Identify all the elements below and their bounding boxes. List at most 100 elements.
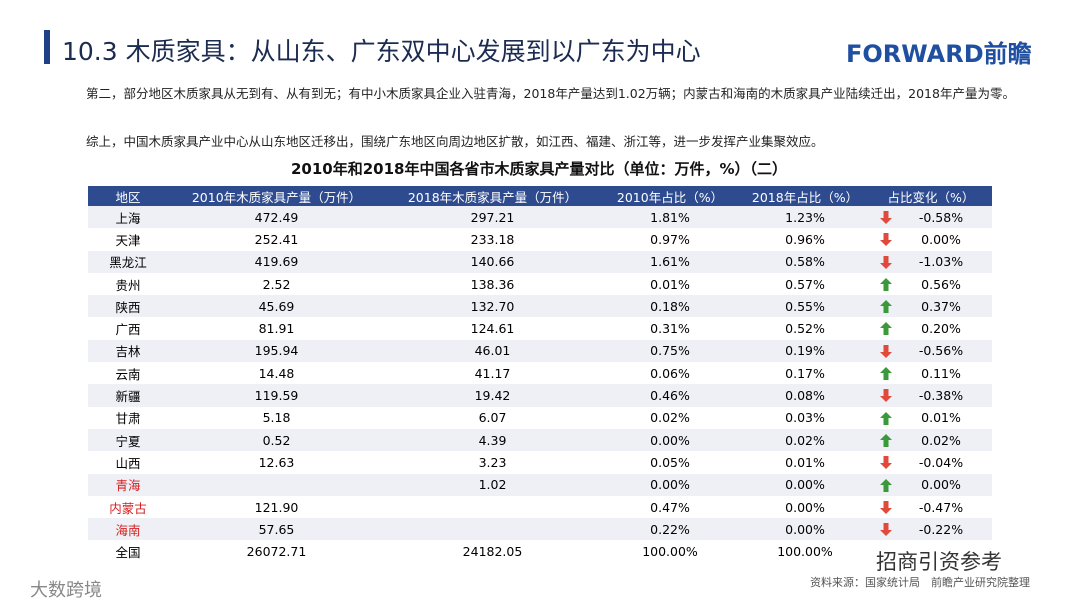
wechat-label: 招商引资参考 — [876, 546, 1002, 576]
cell-text: 0.20% — [921, 321, 961, 337]
cell-text: 新疆 — [115, 389, 141, 405]
table-cell: 119.59 — [168, 384, 385, 406]
table-cell: 0.00% — [740, 474, 870, 496]
cell-text: -0.47% — [918, 499, 964, 515]
arrow-down — [880, 456, 892, 470]
table-cell: 内蒙古 — [88, 496, 168, 518]
cell-text: -0.56% — [918, 343, 964, 359]
table-cell: 138.36 — [385, 273, 600, 295]
arrow-down — [880, 211, 892, 224]
table-cell: 0.01% — [600, 273, 740, 295]
cell-text: 0.01% — [785, 454, 825, 470]
table-cell: 0.08% — [740, 384, 870, 406]
cell-text: 0.22% — [650, 521, 690, 537]
cell-text: 0.46% — [650, 388, 690, 404]
table-cell: -1.03% — [870, 251, 992, 273]
cell-text: 天津 — [115, 232, 141, 248]
arrow-down — [880, 389, 892, 403]
table-cell: 0.57% — [740, 273, 870, 295]
table-cell: 81.91 — [168, 317, 385, 339]
table-cell: 24182.05 — [385, 540, 600, 562]
source: 资料来源：国家统计局 前瞻产业研究院整理 — [810, 576, 1030, 589]
table-cell: 0.56% — [870, 273, 992, 295]
table-cell: 0.02% — [870, 429, 992, 451]
table-cell: 黑龙江 — [88, 251, 168, 273]
page-title: 10.3 木质家具：从山东、广东双中心发展到以广东为中心 — [62, 37, 701, 66]
table-cell: 57.65 — [168, 518, 385, 540]
cell-text: 吉林 — [115, 344, 141, 360]
cell-text: 青海 — [115, 478, 141, 494]
table-cell: 0.11% — [870, 362, 992, 384]
table-cell: 14.48 — [168, 362, 385, 384]
cell-text: 0.05% — [650, 454, 690, 470]
table-cell: 1.61% — [600, 251, 740, 273]
cell-text: 0.00% — [785, 477, 825, 493]
cell-text: 0.00% — [921, 231, 961, 247]
table-cell: 0.01% — [740, 451, 870, 473]
arrow-up — [880, 411, 892, 425]
cell-text: 上海 — [115, 210, 141, 226]
table-row: 青海 1.02 0.00% 0.00% 0.00% — [88, 473, 992, 496]
table-cell: 121.90 — [168, 496, 385, 518]
arrow-down — [880, 523, 892, 537]
cell-text: 0.55% — [785, 298, 825, 314]
table-cell: 贵州 — [88, 273, 168, 295]
cell-text: 419.69 — [254, 254, 299, 270]
cell-text: 0.11% — [921, 365, 961, 381]
cell-text: 0.58% — [785, 254, 825, 270]
cell-text: 26072.71 — [246, 544, 307, 560]
cell-text: 0.02% — [785, 432, 825, 448]
cell-text: 0.00% — [650, 432, 690, 448]
cell-text: 233.18 — [470, 231, 515, 247]
paragraph: 综上，中国木质家具产业中心从山东地区迁移出，围绕广东地区向周边地区扩散，如江西、… — [86, 134, 824, 149]
cell-text: 0.37% — [921, 298, 961, 314]
cell-text: 0.08% — [785, 388, 825, 404]
table-cell: 0.75% — [600, 340, 740, 362]
table-cell: 0.47% — [600, 496, 740, 518]
cell-text: 124.61 — [470, 321, 515, 337]
table-cell: 0.00% — [600, 429, 740, 451]
cell-text: -0.58% — [918, 209, 964, 225]
table-cell: -0.38% — [870, 384, 992, 406]
table-cell: 0.18% — [600, 295, 740, 317]
cell-text: 100.00% — [777, 544, 833, 560]
table-cell: -0.22% — [870, 518, 992, 540]
arrow-down — [880, 255, 892, 269]
table-cell: 233.18 — [385, 228, 600, 250]
arrow-up — [880, 367, 892, 381]
cell-text: 0.56% — [921, 276, 961, 292]
column-header: 2010年占比（%） — [600, 186, 740, 206]
cell-text: 57.65 — [258, 521, 295, 537]
table-row: 天津 252.41 233.18 0.97% 0.96% 0.00% — [88, 228, 992, 250]
table-cell: -0.58% — [870, 206, 992, 228]
cell-text: 山西 — [115, 455, 141, 471]
table-cell — [385, 496, 600, 518]
table-cell: 26072.71 — [168, 540, 385, 562]
table-row: 新疆 119.59 19.42 0.46% 0.08% -0.38% — [88, 384, 992, 407]
cell-text: 0.01% — [921, 410, 961, 426]
cell-text: 5.18 — [262, 410, 291, 426]
arrow-down — [880, 344, 892, 358]
table-cell: 252.41 — [168, 228, 385, 250]
table-cell: 0.55% — [740, 295, 870, 317]
table-cell: 0.02% — [740, 429, 870, 451]
title-accent — [44, 30, 50, 64]
cell-text: 0.06% — [650, 365, 690, 381]
cell-text: 1.02 — [478, 477, 507, 493]
table-cell: -0.47% — [870, 496, 992, 518]
table-cell: 3.23 — [385, 451, 600, 473]
table-row: 甘肃 5.18 6.07 0.02% 0.03% 0.01% — [88, 407, 992, 429]
table-cell: 41.17 — [385, 362, 600, 384]
table-cell: 广西 — [88, 317, 168, 339]
table-cell: 2.52 — [168, 273, 385, 295]
cell-text: 0.31% — [650, 321, 690, 337]
cell-text: 全国 — [115, 545, 141, 561]
table-row: 海南 57.65 0.22% 0.00% -0.22% — [88, 518, 992, 541]
cell-text: 黑龙江 — [109, 255, 147, 271]
table-row: 宁夏 0.52 4.39 0.00% 0.02% 0.02% — [88, 428, 992, 452]
cell-text: 12.63 — [258, 454, 295, 470]
cell-text: 0.97% — [650, 231, 690, 247]
table-row: 山西 12.63 3.23 0.05% 0.01% -0.04% — [88, 451, 992, 473]
table-cell: 0.00% — [740, 518, 870, 540]
